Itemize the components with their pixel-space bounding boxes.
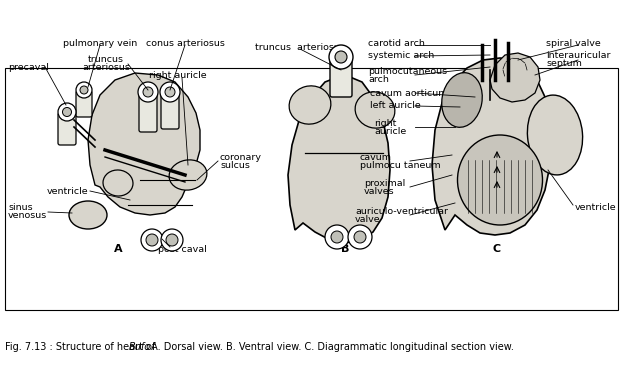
Text: valves: valves: [364, 186, 394, 195]
Text: precaval: precaval: [8, 63, 49, 72]
Text: auricle: auricle: [374, 126, 406, 135]
Text: carotid arch: carotid arch: [368, 39, 425, 48]
Polygon shape: [432, 58, 552, 235]
Polygon shape: [490, 53, 540, 102]
Text: interauricular: interauricular: [546, 51, 610, 60]
Text: left auricle: left auricle: [370, 102, 421, 111]
Text: systemic arch: systemic arch: [368, 51, 434, 60]
Ellipse shape: [169, 160, 207, 190]
Text: right auricle: right auricle: [149, 72, 207, 81]
Text: truncus  arteriosus: truncus arteriosus: [255, 42, 345, 51]
Text: pulmocu taneum: pulmocu taneum: [360, 160, 441, 170]
Text: venosus: venosus: [8, 210, 47, 219]
Circle shape: [58, 103, 76, 121]
Text: A: A: [114, 244, 122, 254]
Circle shape: [138, 82, 158, 102]
Circle shape: [354, 231, 366, 243]
Circle shape: [141, 229, 163, 251]
Circle shape: [335, 51, 347, 63]
Ellipse shape: [69, 201, 107, 229]
Circle shape: [143, 87, 153, 97]
Circle shape: [331, 231, 343, 243]
Circle shape: [325, 225, 349, 249]
Ellipse shape: [355, 92, 395, 128]
Text: valve: valve: [355, 214, 381, 223]
Text: B: B: [341, 244, 349, 254]
Ellipse shape: [103, 170, 133, 196]
Text: Bufo: Bufo: [129, 342, 152, 352]
Text: cavum: cavum: [360, 153, 392, 162]
Text: cavum aorticum: cavum aorticum: [370, 88, 447, 98]
Text: right: right: [374, 118, 396, 128]
Text: arch: arch: [368, 75, 389, 84]
Text: proximal: proximal: [364, 178, 405, 188]
Circle shape: [329, 45, 353, 69]
Text: ventricle: ventricle: [575, 202, 617, 211]
Polygon shape: [288, 77, 390, 243]
Text: auriculo-ventricular: auriculo-ventricular: [355, 207, 448, 216]
Circle shape: [146, 234, 158, 246]
FancyBboxPatch shape: [139, 93, 157, 132]
Circle shape: [161, 229, 183, 251]
Circle shape: [165, 87, 175, 97]
Text: pulmonary vein: pulmonary vein: [63, 39, 137, 48]
Ellipse shape: [527, 95, 583, 175]
Text: post caval: post caval: [158, 244, 207, 254]
Text: truncus: truncus: [88, 54, 124, 63]
Text: ventricle: ventricle: [46, 186, 88, 195]
Text: C: C: [493, 244, 501, 254]
Circle shape: [76, 82, 92, 98]
Circle shape: [166, 234, 178, 246]
FancyBboxPatch shape: [76, 91, 92, 117]
Text: conus arteriosus: conus arteriosus: [145, 39, 225, 48]
Text: pulmocutaneous: pulmocutaneous: [368, 66, 447, 75]
Ellipse shape: [442, 73, 482, 127]
Ellipse shape: [457, 135, 542, 225]
Text: sulcus: sulcus: [220, 160, 250, 170]
Text: Fig. 7.13 : Structure of heart of: Fig. 7.13 : Structure of heart of: [5, 342, 158, 352]
Text: arteriosus: arteriosus: [82, 63, 130, 72]
Circle shape: [348, 225, 372, 249]
FancyBboxPatch shape: [330, 58, 352, 97]
Text: sinus: sinus: [8, 202, 32, 211]
Text: spiral valve: spiral valve: [546, 39, 601, 48]
Circle shape: [62, 108, 72, 117]
Circle shape: [160, 82, 180, 102]
Circle shape: [80, 86, 88, 94]
FancyBboxPatch shape: [161, 93, 179, 129]
Ellipse shape: [289, 86, 331, 124]
Text: . A. Dorsal view. B. Ventral view. C. Diagrammatic longitudinal section view.: . A. Dorsal view. B. Ventral view. C. Di…: [145, 342, 514, 352]
Text: septum: septum: [546, 60, 582, 69]
Bar: [5, 68, 618, 310]
FancyBboxPatch shape: [58, 113, 76, 145]
Polygon shape: [88, 73, 200, 215]
Text: coronary: coronary: [220, 153, 262, 162]
